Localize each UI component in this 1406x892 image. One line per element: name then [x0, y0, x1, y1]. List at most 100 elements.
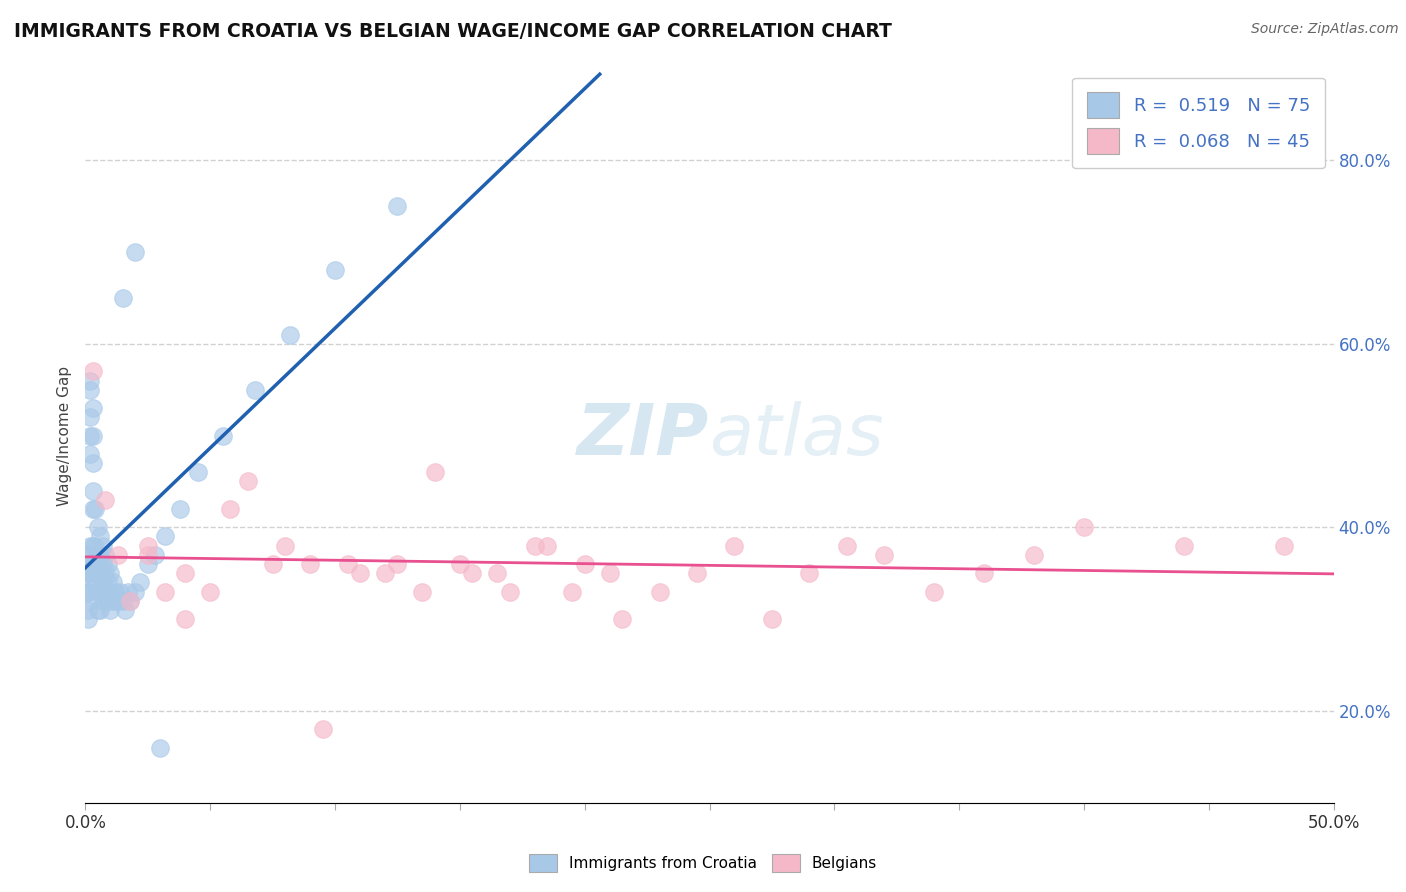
- Point: [87, 520, 110, 534]
- Text: ZIP: ZIP: [578, 401, 710, 470]
- Point: [149, 740, 172, 755]
- Point: [110, 584, 132, 599]
- Point: [278, 327, 301, 342]
- Point: [174, 566, 197, 581]
- Point: [374, 566, 396, 581]
- Legend: R =  0.519   N = 75, R =  0.068   N = 45: R = 0.519 N = 75, R = 0.068 N = 45: [1073, 78, 1324, 169]
- Point: [799, 566, 821, 581]
- Point: [169, 502, 191, 516]
- Point: [97, 575, 120, 590]
- Point: [129, 575, 152, 590]
- Point: [87, 603, 110, 617]
- Point: [82, 539, 104, 553]
- Point: [211, 428, 233, 442]
- Point: [262, 557, 284, 571]
- Point: [922, 584, 945, 599]
- Point: [143, 548, 166, 562]
- Y-axis label: Wage/Income Gap: Wage/Income Gap: [58, 366, 72, 506]
- Point: [835, 539, 858, 553]
- Point: [82, 456, 104, 470]
- Point: [761, 612, 783, 626]
- Point: [89, 584, 111, 599]
- Point: [236, 475, 259, 489]
- Point: [523, 539, 546, 553]
- Point: [1272, 539, 1295, 553]
- Point: [89, 548, 111, 562]
- Point: [104, 584, 127, 599]
- Point: [1022, 548, 1045, 562]
- Point: [84, 575, 107, 590]
- Point: [79, 566, 101, 581]
- Point: [76, 603, 98, 617]
- Point: [82, 401, 104, 415]
- Point: [499, 584, 522, 599]
- Point: [136, 539, 159, 553]
- Point: [101, 575, 124, 590]
- Point: [79, 374, 101, 388]
- Point: [686, 566, 709, 581]
- Point: [89, 566, 111, 581]
- Point: [98, 566, 121, 581]
- Point: [155, 529, 177, 543]
- Point: [79, 447, 101, 461]
- Point: [349, 566, 371, 581]
- Point: [94, 566, 117, 581]
- Point: [1173, 539, 1195, 553]
- Point: [107, 548, 129, 562]
- Point: [561, 584, 583, 599]
- Point: [187, 465, 209, 479]
- Point: [1073, 520, 1095, 534]
- Point: [136, 548, 159, 562]
- Point: [200, 584, 222, 599]
- Text: atlas: atlas: [710, 401, 884, 470]
- Point: [120, 593, 142, 607]
- Point: [411, 584, 433, 599]
- Point: [82, 364, 104, 378]
- Point: [274, 539, 297, 553]
- Point: [94, 584, 117, 599]
- Point: [387, 199, 409, 213]
- Point: [610, 612, 633, 626]
- Text: Source: ZipAtlas.com: Source: ZipAtlas.com: [1251, 22, 1399, 37]
- Point: [87, 566, 110, 581]
- Point: [136, 557, 159, 571]
- Point: [82, 428, 104, 442]
- Point: [82, 557, 104, 571]
- Point: [76, 612, 98, 626]
- Point: [84, 502, 107, 516]
- Point: [124, 584, 146, 599]
- Point: [449, 557, 471, 571]
- Point: [486, 566, 509, 581]
- Point: [82, 502, 104, 516]
- Legend: Immigrants from Croatia, Belgians: Immigrants from Croatia, Belgians: [522, 846, 884, 880]
- Point: [79, 383, 101, 397]
- Point: [117, 584, 139, 599]
- Point: [101, 593, 124, 607]
- Point: [111, 593, 134, 607]
- Point: [155, 584, 177, 599]
- Point: [323, 263, 346, 277]
- Point: [723, 539, 745, 553]
- Point: [87, 548, 110, 562]
- Point: [311, 722, 333, 736]
- Point: [174, 612, 197, 626]
- Point: [79, 410, 101, 425]
- Point: [76, 548, 98, 562]
- Point: [76, 584, 98, 599]
- Point: [91, 539, 114, 553]
- Point: [84, 539, 107, 553]
- Point: [76, 593, 98, 607]
- Point: [114, 603, 136, 617]
- Point: [120, 593, 142, 607]
- Point: [84, 557, 107, 571]
- Point: [76, 557, 98, 571]
- Point: [91, 593, 114, 607]
- Point: [387, 557, 409, 571]
- Point: [82, 566, 104, 581]
- Point: [111, 291, 134, 305]
- Point: [76, 566, 98, 581]
- Point: [243, 383, 266, 397]
- Point: [299, 557, 322, 571]
- Point: [76, 575, 98, 590]
- Point: [79, 539, 101, 553]
